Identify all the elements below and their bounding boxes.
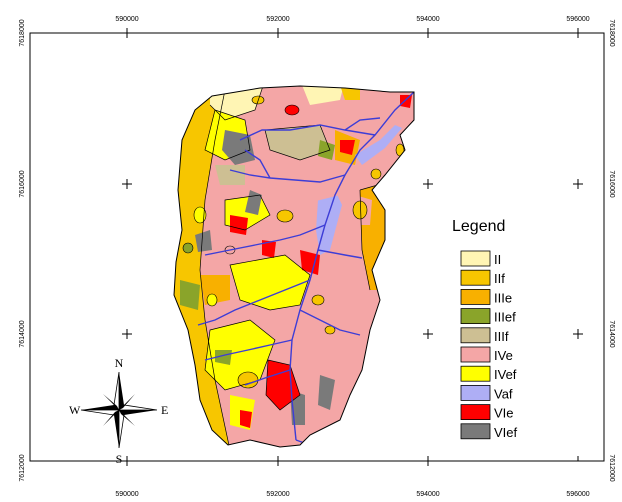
legend-label-4: IIIf (494, 329, 509, 344)
grid-crosses (122, 28, 583, 466)
legend-label-9: VIef (494, 425, 518, 440)
legend-title: Legend (452, 218, 505, 235)
legend: Legend II IIf IIIe IIIef IIIf IVe IVef Vaf VIe VI… (452, 218, 518, 440)
legend-label-3: IIIef (494, 310, 516, 325)
coord-right-3: 7614000 (608, 320, 615, 347)
legend-swatch-1 (460, 269, 491, 286)
compass-n: N (115, 356, 124, 370)
legend-swatch-7 (460, 384, 491, 401)
legend-label-8: VIe (494, 406, 514, 421)
legend-label-2: IIIe (494, 290, 512, 305)
legend-swatch-3 (460, 308, 491, 325)
compass-w: W (69, 403, 81, 417)
legend-swatch-2 (460, 288, 491, 305)
legend-label-0: II (494, 252, 501, 267)
coord-bottom-2: 592000 (266, 491, 289, 498)
coords-top: 590000 592000 594000 596000 (115, 16, 589, 23)
legend-swatch-0 (460, 250, 491, 267)
coord-right-2: 7616000 (608, 170, 615, 197)
stream-network (197, 91, 414, 446)
legend-items: II IIf IIIe IIIef IIIf IVe IVef Vaf VIe VIef (460, 250, 518, 440)
legend-swatch-8 (460, 404, 491, 421)
coord-bottom-4: 596000 (566, 491, 589, 498)
coords-bottom: 590000 592000 594000 596000 (115, 491, 589, 498)
legend-swatch-5 (460, 346, 491, 363)
coord-bottom-3: 594000 (416, 491, 439, 498)
compass-e: E (161, 403, 168, 417)
coord-top-3: 594000 (416, 16, 439, 23)
coord-left-1: 7618000 (19, 19, 26, 46)
legend-label-1: IIf (494, 271, 505, 286)
legend-swatch-4 (460, 327, 491, 344)
legend-label-6: IVef (494, 367, 517, 382)
coord-left-3: 7614000 (19, 320, 26, 347)
legend-label-5: IVe (494, 348, 513, 363)
coord-left-2: 7616000 (19, 170, 26, 197)
legend-label-7: Vaf (494, 386, 513, 401)
legend-swatch-6 (460, 365, 491, 382)
compass-s: S (116, 452, 123, 466)
coord-right-1: 7618000 (608, 19, 615, 46)
coord-top-4: 596000 (566, 16, 589, 23)
coord-top-2: 592000 (266, 16, 289, 23)
coord-bottom-1: 590000 (115, 491, 138, 498)
coord-top-1: 590000 (115, 16, 138, 23)
coord-right-4: 7612000 (608, 454, 615, 481)
north-arrow: N S E W (69, 356, 168, 466)
coords-left: 7618000 7616000 7614000 7612000 (19, 19, 26, 481)
coord-left-4: 7612000 (19, 454, 26, 481)
coords-right: 7618000 7616000 7614000 7612000 (608, 19, 615, 481)
legend-swatch-9 (460, 423, 491, 440)
